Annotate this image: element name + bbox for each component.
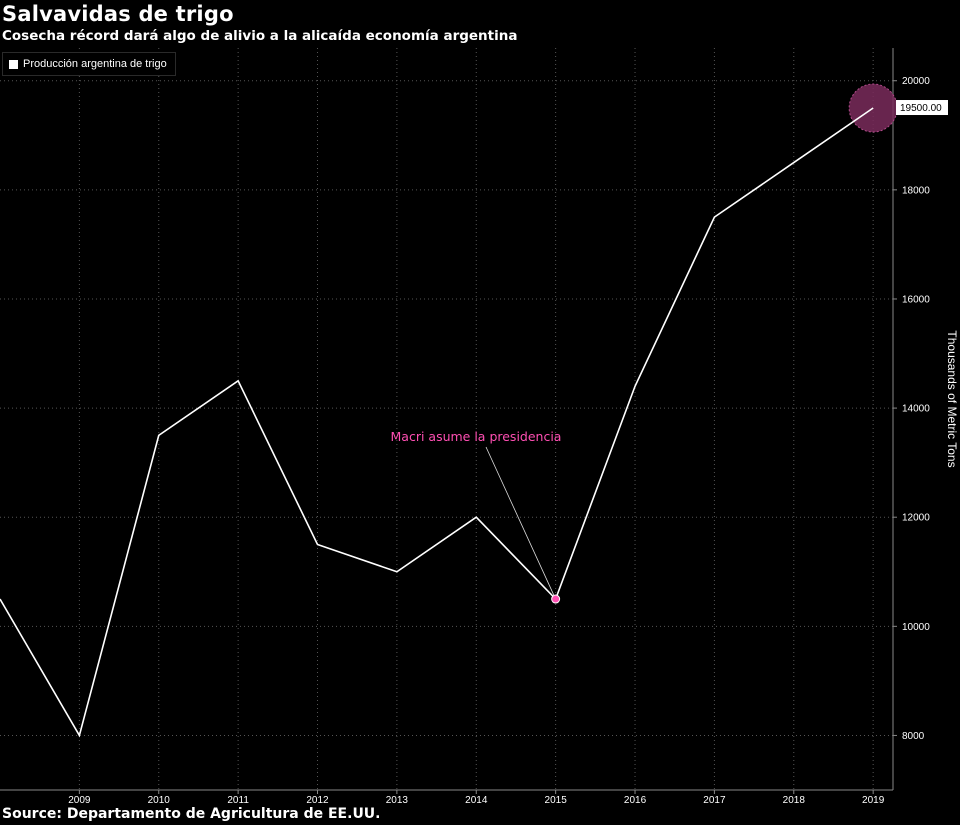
- data-point: [237, 380, 239, 382]
- y-axis-label: Thousands of Metric Tons: [945, 330, 959, 467]
- legend-swatch: [9, 59, 18, 69]
- data-point: [396, 571, 398, 573]
- data-point: [872, 107, 874, 109]
- last-value-label: 19500.00: [900, 103, 942, 114]
- data-point: [158, 434, 160, 436]
- y-tick-label: 12000: [902, 513, 930, 524]
- x-tick-label: 2010: [148, 795, 171, 806]
- annotation-leader-line: [485, 446, 557, 600]
- y-tick-label: 8000: [902, 731, 925, 742]
- x-tick-label: 2009: [68, 795, 91, 806]
- x-tick-label: 2015: [545, 795, 568, 806]
- x-tick-label: 2019: [862, 795, 885, 806]
- data-point: [317, 543, 319, 545]
- data-point: [793, 162, 795, 164]
- x-tick-label: 2014: [465, 795, 488, 806]
- data-point: [634, 385, 636, 387]
- x-tick-label: 2011: [227, 795, 249, 806]
- data-point: [713, 216, 715, 218]
- legend: Producción argentina de trigo: [2, 52, 176, 76]
- chart-subtitle: Cosecha récord dará algo de alivio a la …: [2, 28, 518, 44]
- y-tick-label: 20000: [902, 76, 930, 87]
- x-tick-label: 2012: [306, 795, 329, 806]
- y-tick-label: 16000: [902, 294, 930, 305]
- source-note: Source: Departamento de Agricultura de E…: [2, 806, 381, 822]
- legend-label: Producción argentina de trigo: [23, 58, 167, 70]
- series-line: [0, 107, 874, 738]
- x-tick-label: 2017: [703, 795, 726, 806]
- annotation-marker: [551, 594, 561, 604]
- last-value-box: [896, 100, 948, 116]
- x-tick-label: 2013: [386, 795, 409, 806]
- x-tick-label: 2016: [624, 795, 647, 806]
- chart-title: Salvavidas de trigo: [2, 2, 234, 26]
- annotation-label: Macri asume la presidencia: [391, 429, 562, 444]
- data-point: [78, 734, 80, 736]
- y-tick-label: 18000: [902, 185, 930, 196]
- x-tick-label: 2018: [783, 795, 806, 806]
- y-tick-label: 14000: [902, 404, 930, 415]
- y-tick-label: 10000: [902, 622, 930, 633]
- data-point: [475, 516, 477, 518]
